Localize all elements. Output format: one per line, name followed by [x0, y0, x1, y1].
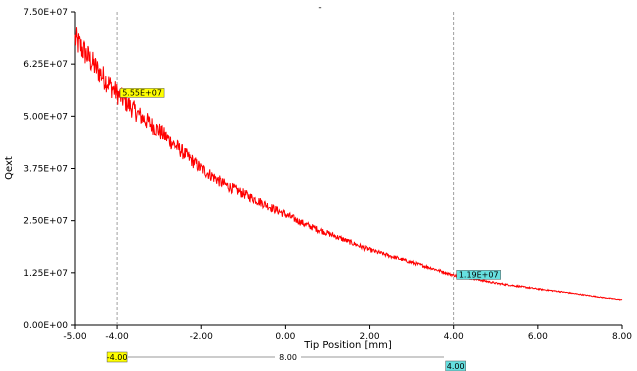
- x-tick-label: -4.00: [105, 332, 129, 342]
- cursor-lines: [116, 12, 455, 325]
- x-tick-label: 6.00: [528, 332, 548, 342]
- y-tick-label: 2.50E+07: [23, 217, 68, 227]
- y-tick-label: 6.25E+07: [23, 60, 68, 70]
- x-tick-label: -5.00: [63, 332, 87, 342]
- y-tick-label: 0.00E+00: [23, 321, 68, 331]
- chart-title: -: [318, 3, 321, 13]
- cursor-axis-handle[interactable]: [445, 360, 466, 371]
- cursor-value-label-bg: [119, 88, 165, 98]
- cursor-value-label-bg: [456, 270, 501, 280]
- y-tick-label: 3.75E+07: [23, 165, 68, 175]
- cursor-markers[interactable]: 5.55E+07 -4.00 1.19E+07 4.00: [107, 88, 501, 371]
- cursor-axis-label: 4.00: [447, 362, 465, 371]
- range-span-label: 8.00: [279, 353, 297, 362]
- x-tick-label: 0.00: [275, 332, 295, 342]
- cursor-axis-label: -4.00: [107, 353, 128, 362]
- plot-area: [74, 12, 622, 326]
- x-ticks: -5.00 -4.00 -2.00 0.00 2.00 4.00 6.00 8.00: [63, 325, 632, 342]
- y-tick-label: 7.50E+07: [23, 8, 68, 18]
- x-tick-label: 8.00: [612, 332, 632, 342]
- range-span-label-bg: [275, 351, 301, 363]
- x-tick-label: 2.00: [360, 332, 380, 342]
- y-axis-title: Qext: [4, 156, 15, 180]
- cursor-value-label: 1.19E+07: [459, 270, 499, 279]
- x-axis-title: Tip Position [mm]: [303, 340, 392, 351]
- x-tick-label: 4.00: [444, 332, 464, 342]
- series-line: [74, 27, 623, 301]
- cursor-axis-handle[interactable]: [106, 351, 128, 363]
- y-ticks: 0.00E+00 1.25E+07 2.50E+07 3.75E+07 5.00E+07…: [23, 8, 75, 331]
- range-bar[interactable]: 8.00: [128, 351, 444, 363]
- x-tick-label: -2.00: [190, 332, 214, 342]
- cursor-value-label: 5.55E+07: [122, 88, 162, 97]
- y-tick-label: 1.25E+07: [23, 269, 68, 279]
- y-tick-label: 5.00E+07: [23, 112, 68, 122]
